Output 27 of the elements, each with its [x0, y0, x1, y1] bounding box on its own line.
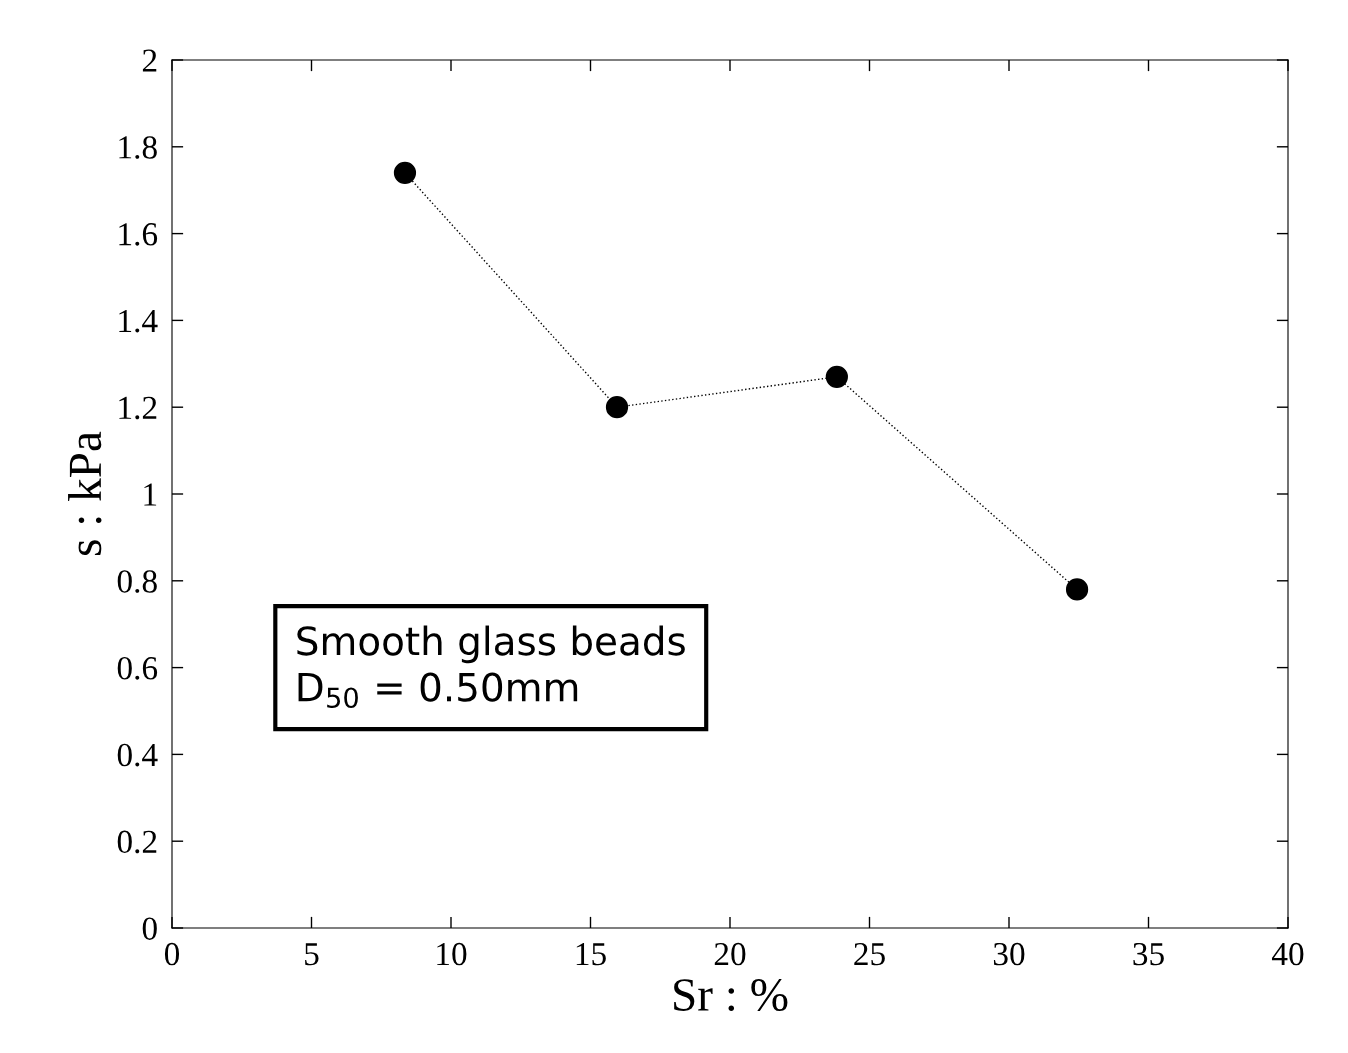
y-tick-label: 2: [142, 49, 157, 72]
point: [605, 396, 629, 419]
x-tick-label: 0: [164, 942, 180, 966]
y-tick-label: 1: [144, 483, 157, 506]
x-tick-label: 20: [714, 942, 746, 966]
x-tick-label: 25: [854, 942, 885, 966]
y-tick-label: 0.4: [117, 743, 158, 767]
x-tick-label: 15: [576, 943, 606, 966]
x-tick-label: 30: [993, 942, 1025, 966]
x-tick-label: 35: [1133, 942, 1164, 966]
x-tick-label: 40: [1271, 942, 1304, 966]
point: [825, 365, 848, 388]
y-tick-label: 1.4: [119, 309, 158, 333]
y-tick-label: 0.2: [117, 830, 157, 854]
y-tick-label: 0.8: [117, 570, 157, 593]
point: [1065, 578, 1089, 601]
y-axis-title: s : kPa: [68, 431, 102, 556]
y-tick-label: 1.8: [119, 136, 157, 159]
point: [393, 161, 417, 184]
x-tick-label: 5: [305, 943, 319, 966]
x-tick-label: 10: [437, 942, 467, 966]
x-axis-title: Sr : %: [674, 979, 788, 1012]
y-tick-label: 0: [142, 917, 157, 940]
y-tick-label: 0.6: [117, 657, 158, 680]
y-tick-label: 1.2: [119, 396, 157, 420]
y-tick-label: 1.6: [119, 223, 158, 246]
annotation: Smooth glass beads D$_{50}$ = 0.50mm: [297, 625, 685, 709]
